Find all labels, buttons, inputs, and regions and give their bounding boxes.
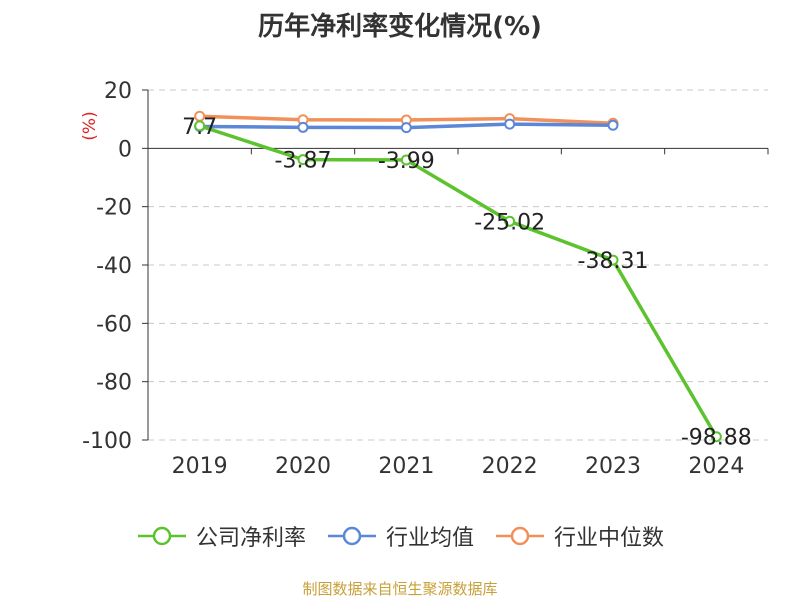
legend-item[interactable]: 公司净利率 [136,520,306,552]
legend-label: 公司净利率 [195,526,306,551]
y-tick-label: -60 [96,312,132,337]
legend-label: 行业均值 [385,526,474,551]
data-label: -3.87 [275,149,332,174]
data-label: 7.7 [182,115,217,140]
data-point [607,119,619,131]
y-tick-label: -100 [82,429,132,454]
data-labels: 7.7 -3.87 -3.99 -25.02 -38.31 -98.88 [182,115,752,451]
legend-marker-icon [327,526,376,546]
data-label: -25.02 [474,210,545,235]
legend: 公司净利率 行业均值 行业中位数 [0,520,800,552]
x-tick-label: 2020 [275,454,331,479]
y-tick-label: -40 [96,254,132,279]
data-label: -3.99 [378,149,435,174]
y-tick-label: -80 [96,371,132,396]
legend-item[interactable]: 行业中位数 [494,520,664,552]
data-point [400,154,412,166]
data-label: -38.31 [578,249,649,274]
y-tick-label: 0 [118,137,132,162]
y-axis-label: (%) [80,111,100,140]
y-tick-label: 20 [104,79,132,104]
data-point [710,431,722,443]
data-point [194,120,206,132]
data-point [400,122,412,134]
x-tick-label: 2022 [482,454,538,479]
data-point [297,121,309,133]
legend-marker-icon [496,526,544,546]
data-label: -98.88 [681,426,752,451]
data-point [297,154,309,166]
series-line [199,124,718,438]
legend-marker-icon [137,526,186,546]
axes: 20 0 -20 -40 -60 -80 -100 2019 2020 2021 2022 2023 2… [80,79,769,479]
series-layer [194,110,722,443]
x-tick-label: 2019 [172,454,228,479]
source-note: 制图数据来自恒生聚源数据库 [302,580,498,598]
chart-title: 历年净利率变化情况(%) [258,12,542,42]
data-point [504,118,516,130]
x-tick-label: 2024 [688,454,744,479]
y-tick-label: -20 [96,196,132,221]
grid-lines [148,89,768,441]
x-tick-label: 2023 [585,454,641,479]
data-point [607,254,619,266]
data-point [504,215,516,227]
legend-label: 行业中位数 [554,526,665,551]
line-chart: 20 0 -20 -40 -60 -80 -100 2019 2020 2021 2022 2023 2… [80,79,769,479]
x-tick-label: 2021 [378,454,434,479]
legend-item[interactable]: 行业均值 [326,520,474,552]
